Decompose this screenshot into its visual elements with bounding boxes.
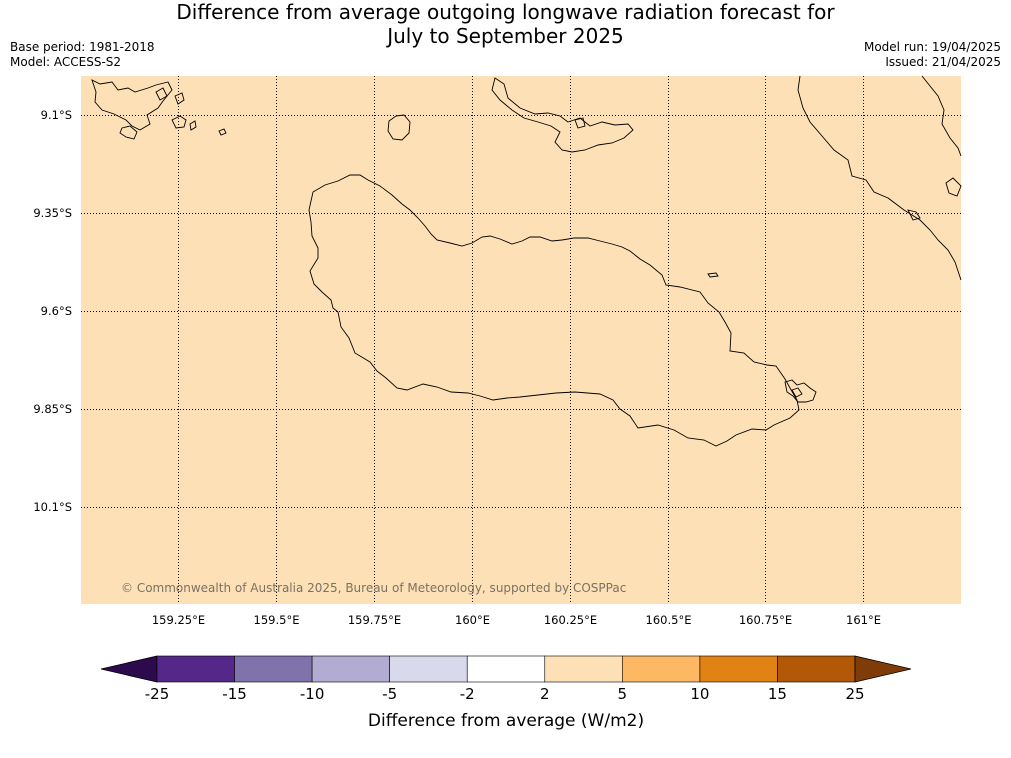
coastline-russell-islands [91,79,173,131]
coastline-savo [387,114,411,141]
lat-label: 9.85°S [33,402,72,416]
coastline-islet [945,177,962,197]
colorbar-tick-label: -5 [382,685,397,703]
model-name: Model: ACCESS-S2 [10,55,122,69]
title-line-2: July to September 2025 [387,24,624,48]
lat-label: 9.35°S [33,206,72,220]
coastline-islet [119,125,138,140]
coastline-islet [189,120,197,131]
colorbar-tick-label: 25 [845,685,864,703]
colorbar-tick-label: 5 [618,685,628,703]
latitude-labels: 9.1°S 9.35°S 9.6°S 9.85°S 10.1°S [33,108,72,514]
coastline-north-east [921,75,962,157]
lat-label: 9.1°S [41,108,72,122]
colorbar-tick-label: 2 [540,685,550,703]
longitude-labels: 159.25°E 159.5°E 159.75°E 160°E 160.25°E… [152,613,881,627]
colorbar-tick-label: 15 [768,685,787,703]
map-panel [81,76,961,604]
colorbar-bin [544,655,623,683]
run-info-left: Base period: 1981-2018 Model: ACCESS-S2 [10,40,155,70]
copyright-notice: © Commonwealth of Australia 2025, Bureau… [121,581,626,595]
chart-title: Difference from average outgoing longwav… [0,0,1011,48]
base-period: Base period: 1981-2018 [10,40,155,54]
colorbar-tick-label: 10 [690,685,709,703]
colorbar-tick-label: -25 [145,685,170,703]
lon-label: 160.75°E [739,613,792,627]
colorbar-tick-label: -2 [460,685,475,703]
colorbar-bin [234,655,313,683]
colorbar-bin [311,655,390,683]
coastline-islet [155,87,168,101]
title-line-1: Difference from average outgoing longwav… [176,0,835,24]
colorbar: -25 -15 -10 -5 -2 2 5 10 15 25 Difference from av… [100,655,912,731]
lon-label: 160.25°E [544,613,597,627]
lon-label: 161°E [846,613,881,627]
coastline-islet [574,117,586,129]
colorbar-bin [389,655,468,683]
coastline-nggela-islands [491,77,634,153]
colorbar-ticks: -25 -15 -10 -5 -2 2 5 10 15 25 [145,685,865,703]
colorbar-bin [699,655,778,683]
coastline-marau-islets [784,379,817,403]
coastlines [91,75,962,447]
coastline-islet [171,115,187,129]
colorbar-under-arrow [100,655,158,683]
coastline-islet [218,128,227,136]
coastline-guadalcanal [308,174,800,447]
lon-label: 160.5°E [646,613,692,627]
lon-label: 160°E [455,613,490,627]
coastline-islet [791,387,803,398]
colorbar-bin [777,655,856,683]
coastline-islet [174,92,185,105]
coastline-islet [707,272,719,278]
colorbar-bin [622,655,701,683]
colorbar-bins [156,655,856,683]
lon-label: 159.5°E [254,613,300,627]
graticule [81,76,961,604]
colorbar-bin [156,655,235,683]
lon-label: 159.25°E [152,613,205,627]
colorbar-tick-label: -15 [222,685,247,703]
colorbar-title: Difference from average (W/m2) [368,711,644,731]
run-info-right: Model run: 19/04/2025 Issued: 21/04/2025 [864,40,1001,70]
lat-label: 9.6°S [41,304,72,318]
model-run-date: Model run: 19/04/2025 [863,40,1001,54]
coastline-islet [907,209,921,221]
lon-label: 159.75°E [348,613,401,627]
coastline-malaita [797,75,962,281]
colorbar-tick-label: -10 [300,685,325,703]
colorbar-bin [466,655,546,683]
issued-date: Issued: 21/04/2025 [885,55,1001,69]
lat-label: 10.1°S [33,500,72,514]
colorbar-over-arrow [854,655,912,683]
